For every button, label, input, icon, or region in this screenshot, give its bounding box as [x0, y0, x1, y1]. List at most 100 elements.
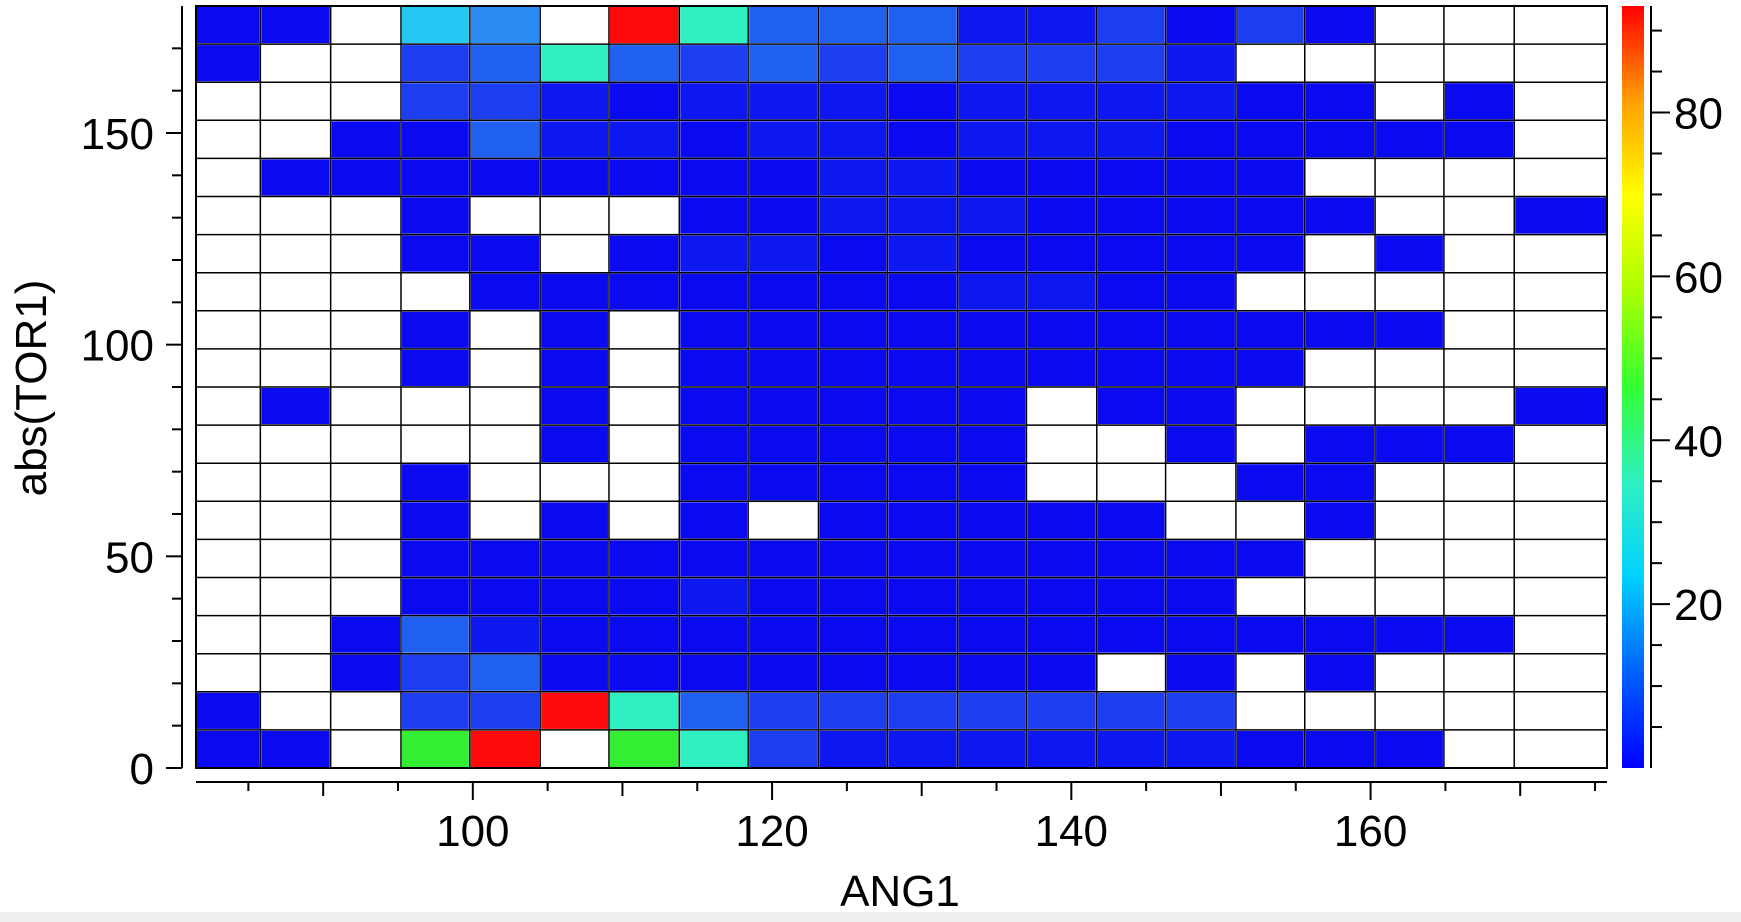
heatmap-cell: [819, 616, 887, 653]
heatmap-cell: [1305, 7, 1375, 44]
colorbar-tick-label: 60: [1674, 253, 1723, 302]
heatmap-cell: [401, 464, 469, 501]
heatmap-cell: [958, 45, 1026, 82]
heatmap-cell: [680, 7, 748, 44]
x-tick-label: 120: [735, 807, 808, 856]
heatmap-cell: [401, 7, 469, 44]
heatmap-cell: [541, 273, 608, 310]
heatmap-cell: [749, 45, 818, 82]
heatmap-cell: [1097, 311, 1165, 348]
heatmap-cell: [958, 197, 1026, 234]
heatmap-cell: [680, 388, 748, 425]
heatmap-cell: [958, 159, 1026, 196]
heatmap-cell: [680, 578, 748, 615]
heatmap-cell: [401, 692, 469, 729]
heatmap-cell: [819, 7, 887, 44]
heatmap-cell: [261, 159, 330, 196]
heatmap-cell: [1305, 730, 1375, 767]
heatmap-cell: [1305, 616, 1375, 653]
heatmap-cell: [819, 654, 887, 691]
heatmap-cell: [680, 349, 748, 386]
heatmap-cell: [1236, 464, 1304, 501]
heatmap-cell: [609, 578, 679, 615]
heatmap-cell: [1027, 121, 1096, 158]
heatmap-cell: [331, 121, 400, 158]
heatmap-grid: [195, 5, 1608, 769]
heatmap-cell: [1097, 197, 1165, 234]
heatmap-cell: [470, 616, 540, 653]
heatmap-cell: [401, 197, 469, 234]
heatmap-cell: [1027, 502, 1096, 539]
heatmap-cell: [1166, 159, 1235, 196]
heatmap-cell: [888, 349, 957, 386]
colorbar-gradient: [1622, 6, 1644, 768]
heatmap-cell: [541, 502, 608, 539]
heatmap-cell: [1166, 45, 1235, 82]
heatmap-cell: [958, 121, 1026, 158]
heatmap-cell: [1166, 388, 1235, 425]
heatmap-cell: [819, 692, 887, 729]
plot-area-frame: [195, 5, 1608, 769]
heatmap-cell: [609, 235, 679, 272]
heatmap-cell: [1166, 197, 1235, 234]
heatmap-cell: [1236, 7, 1304, 44]
heatmap-cell: [749, 692, 818, 729]
heatmap-cell: [470, 7, 540, 44]
heatmap-cell: [1236, 83, 1304, 120]
heatmap-cell: [1097, 578, 1165, 615]
heatmap-cell: [888, 502, 957, 539]
heatmap-cell: [819, 349, 887, 386]
heatmap-cell: [1376, 121, 1443, 158]
heatmap-cell: [1166, 426, 1235, 463]
heatmap-cell: [680, 426, 748, 463]
heatmap-cell: [1305, 197, 1375, 234]
heatmap-cell: [819, 311, 887, 348]
heatmap-cell: [541, 426, 608, 463]
heatmap-cell: [1027, 273, 1096, 310]
y-tick-label: 100: [81, 322, 154, 371]
heatmap-cell: [888, 730, 957, 767]
heatmap-cell: [331, 159, 400, 196]
heatmap-cell: [261, 7, 330, 44]
heatmap-cell: [1236, 121, 1304, 158]
heatmap-cell: [680, 45, 748, 82]
heatmap-cell: [1166, 349, 1235, 386]
heatmap-cell: [331, 616, 400, 653]
heatmap-cell: [819, 388, 887, 425]
heatmap-cell: [1305, 121, 1375, 158]
heatmap-cell: [609, 616, 679, 653]
heatmap-cell: [197, 7, 260, 44]
heatmap-cell: [470, 273, 540, 310]
heatmap-cell: [1097, 692, 1165, 729]
heatmap-cell: [749, 388, 818, 425]
heatmap-cell: [401, 654, 469, 691]
heatmap-cell: [401, 578, 469, 615]
heatmap-cell: [958, 388, 1026, 425]
heatmap-cell: [819, 464, 887, 501]
heatmap-cell: [819, 426, 887, 463]
x-tick-label: 140: [1035, 807, 1108, 856]
heatmap-cell: [819, 159, 887, 196]
heatmap-cell: [1236, 616, 1304, 653]
x-axis-label: ANG1: [840, 867, 960, 916]
heatmap-cell: [1097, 349, 1165, 386]
heatmap-cell: [1166, 273, 1235, 310]
heatmap-cell: [819, 540, 887, 577]
heatmap-cell: [1166, 235, 1235, 272]
heatmap-cell: [1027, 616, 1096, 653]
heatmap-cell: [541, 121, 608, 158]
heatmap-cell: [609, 83, 679, 120]
heatmap-cell: [1097, 616, 1165, 653]
heatmap-cell: [401, 540, 469, 577]
heatmap-cell: [401, 83, 469, 120]
heatmap-cell: [609, 654, 679, 691]
y-tick-label: 150: [81, 110, 154, 159]
heatmap-cell: [749, 197, 818, 234]
heatmap-cell: [541, 159, 608, 196]
heatmap-cell: [749, 349, 818, 386]
heatmap-cell: [470, 578, 540, 615]
heatmap-cell: [1027, 197, 1096, 234]
colorbar: 20 40 60 80: [1622, 6, 1723, 768]
heatmap-cell: [541, 692, 608, 729]
